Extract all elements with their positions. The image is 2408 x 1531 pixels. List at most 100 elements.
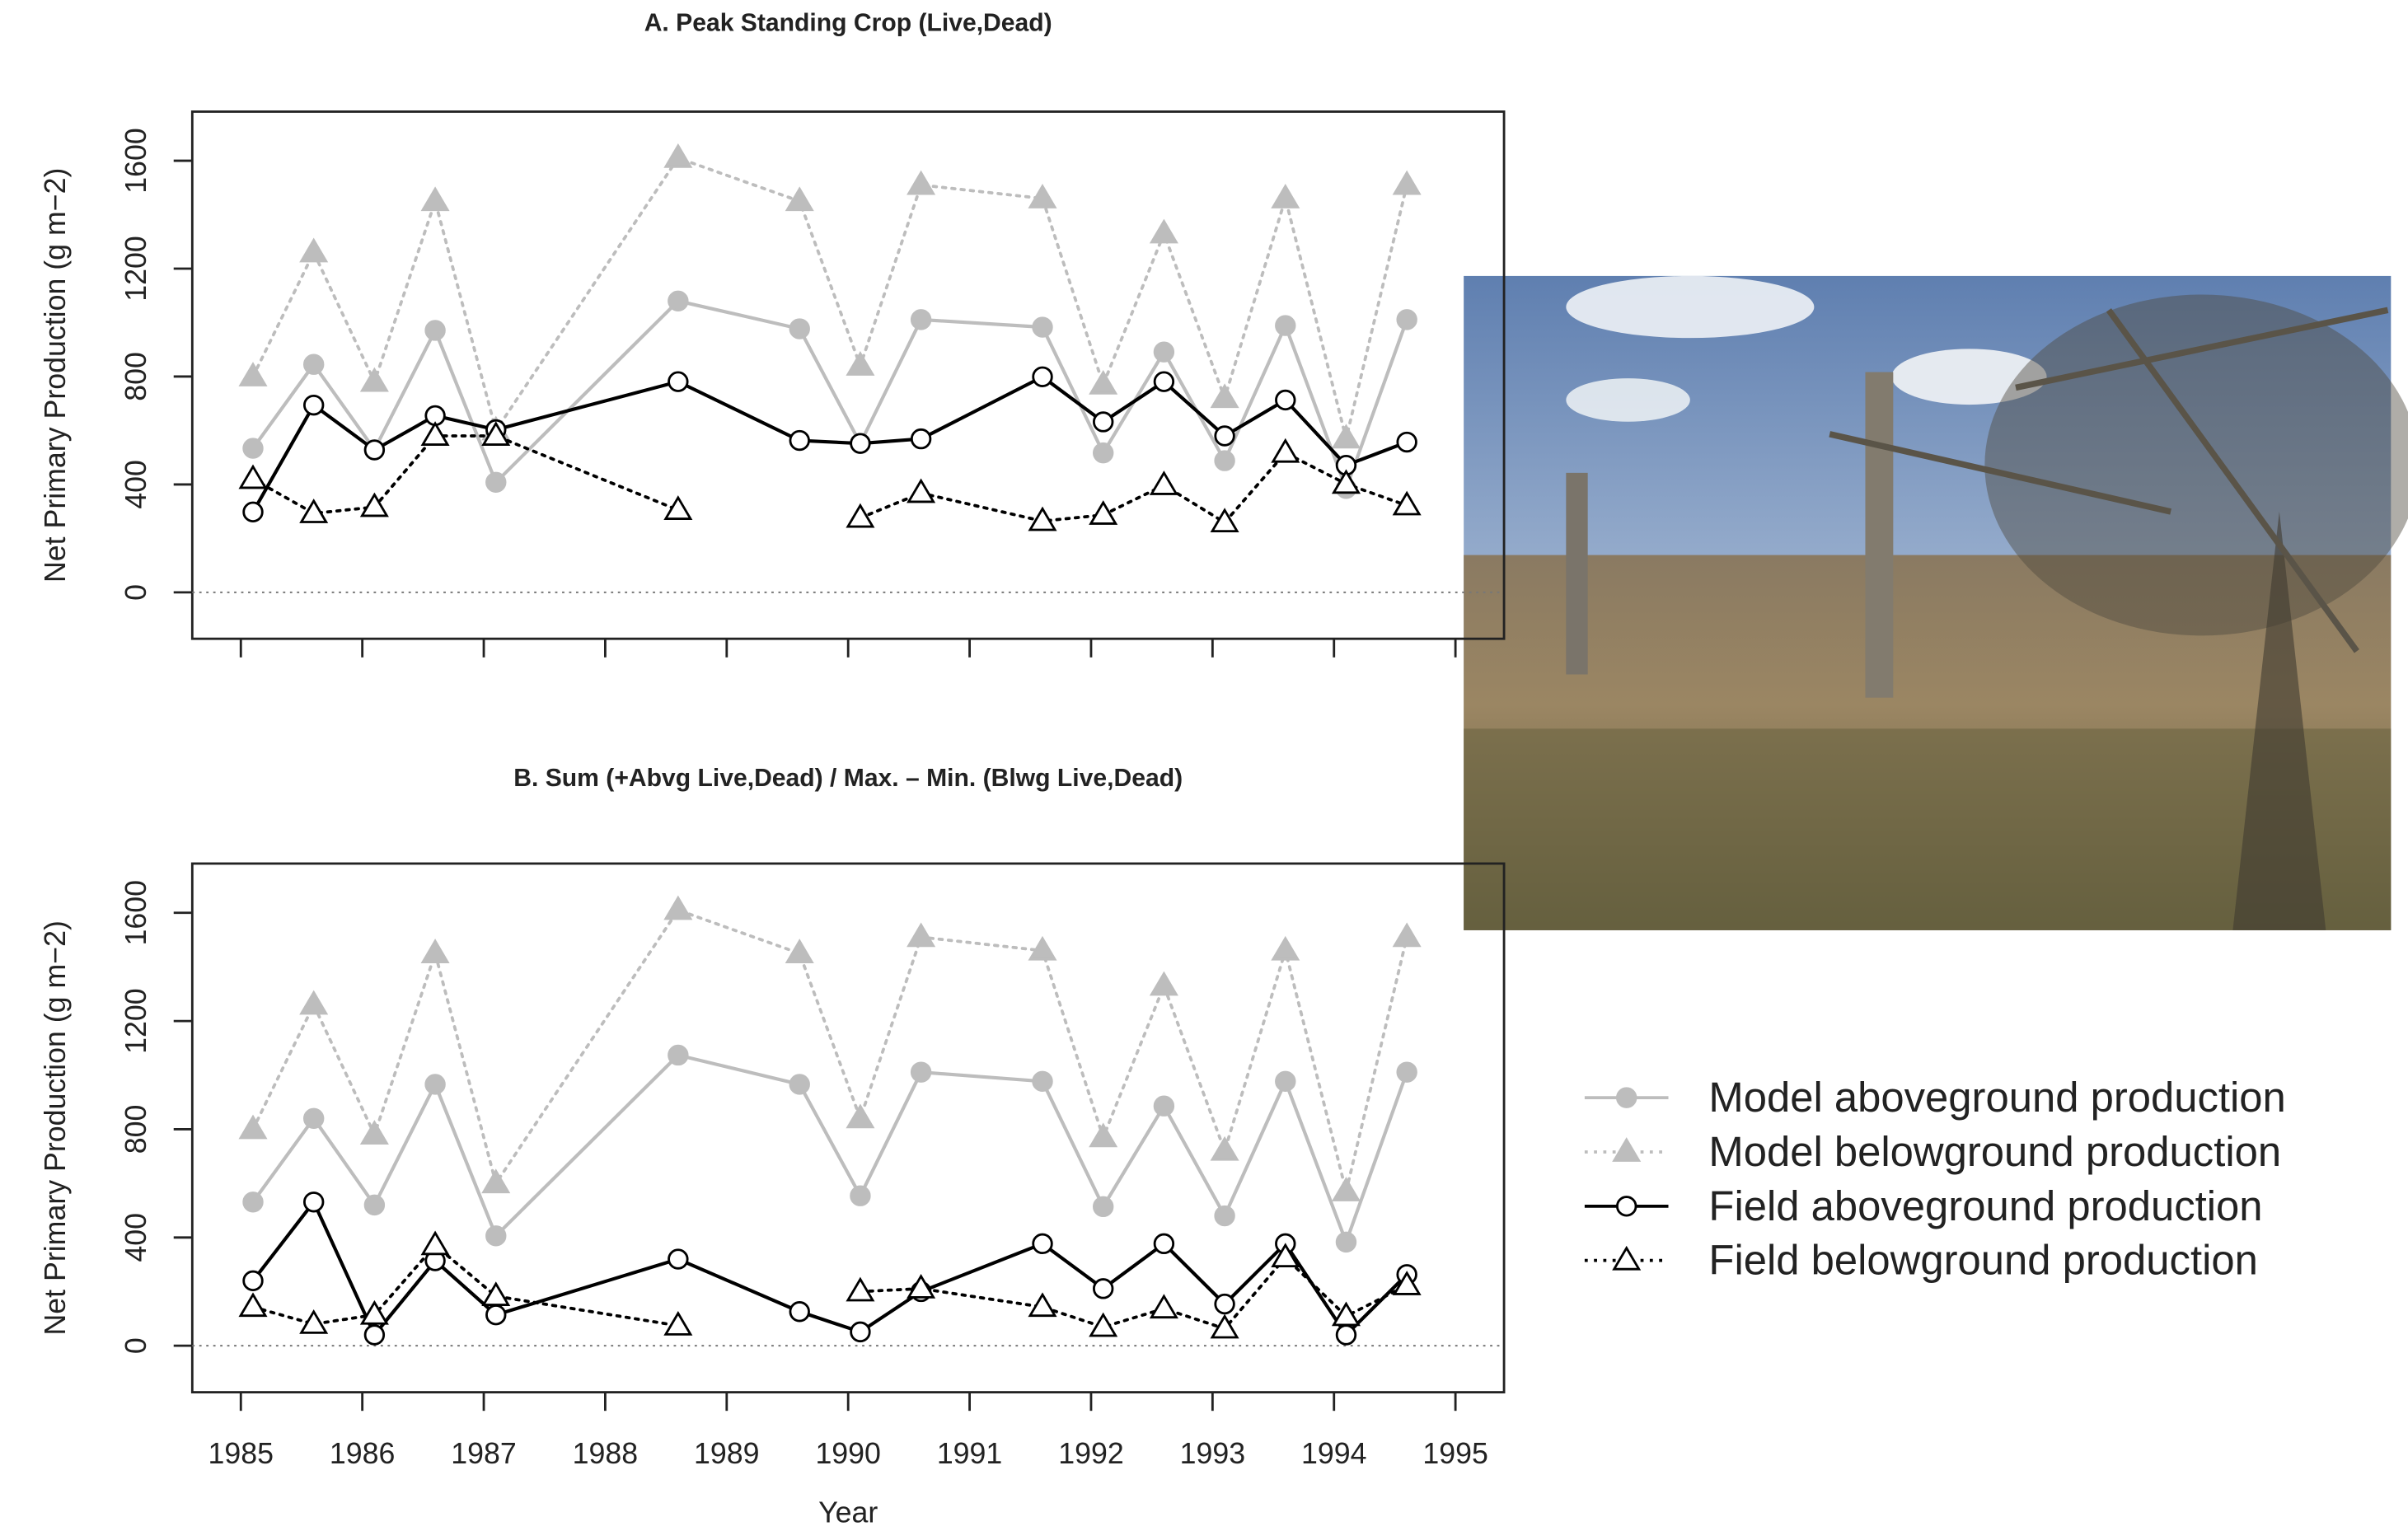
x-tick-label: 1985 <box>208 1437 274 1470</box>
legend-marker <box>1614 1248 1639 1270</box>
marker <box>669 372 688 391</box>
marker <box>302 1312 326 1333</box>
legend-label: Model aboveground production <box>1708 1074 2285 1121</box>
marker <box>1155 343 1174 362</box>
marker <box>666 146 691 167</box>
marker <box>426 1075 445 1094</box>
marker <box>1394 925 1419 946</box>
x-tick-label: 1986 <box>330 1437 396 1470</box>
marker <box>1091 503 1116 524</box>
marker <box>304 1109 323 1128</box>
marker <box>790 1302 809 1321</box>
marker <box>787 941 812 962</box>
marker <box>911 429 930 448</box>
marker <box>1337 1326 1356 1345</box>
marker <box>1394 172 1419 194</box>
chart-title: B. Sum (+Abvg Live,Dead) / Max. – Min. (… <box>513 765 1183 792</box>
y-tick-label: 400 <box>119 1213 152 1262</box>
marker <box>1151 473 1176 494</box>
y-axis-label: Net Primary Production (g m−2) <box>39 920 72 1335</box>
marker <box>1091 1314 1116 1336</box>
marker <box>244 1271 263 1290</box>
marker <box>909 925 934 946</box>
marker <box>1030 186 1055 208</box>
marker <box>1333 426 1358 447</box>
marker <box>241 466 265 488</box>
marker <box>851 1323 870 1341</box>
marker <box>669 1250 688 1269</box>
legend-label: Field belowground production <box>1708 1237 2257 1284</box>
marker <box>1094 443 1113 462</box>
marker <box>1151 1296 1176 1318</box>
marker <box>241 364 265 386</box>
marker <box>362 1122 386 1144</box>
marker <box>1273 441 1298 462</box>
marker <box>848 353 873 375</box>
marker <box>304 396 323 414</box>
marker <box>1276 391 1295 410</box>
marker <box>304 355 323 374</box>
marker <box>1033 1234 1052 1253</box>
page: {"chart_data": [ {"type": "line", "title… <box>0 0 2408 1531</box>
marker <box>241 1295 265 1316</box>
marker <box>1155 1097 1174 1116</box>
marker <box>1276 1072 1295 1091</box>
marker <box>484 1171 508 1192</box>
y-tick-label: 0 <box>119 584 152 601</box>
y-tick-label: 1600 <box>119 128 152 194</box>
marker <box>851 1187 870 1206</box>
legend-marker <box>1617 1089 1636 1107</box>
marker <box>304 1192 323 1211</box>
marker <box>1033 1072 1052 1091</box>
marker <box>1337 1233 1356 1252</box>
y-axis-label: Net Primary Production (g m−2) <box>39 168 72 583</box>
marker <box>790 431 809 450</box>
marker <box>909 480 934 502</box>
marker <box>1033 318 1052 337</box>
series-line <box>253 436 1407 522</box>
y-tick-label: 1200 <box>119 988 152 1053</box>
photo <box>1464 276 2408 930</box>
marker <box>1273 939 1298 960</box>
y-tick-label: 1600 <box>119 880 152 946</box>
marker <box>1151 221 1176 242</box>
marker <box>669 292 688 311</box>
marker <box>790 1075 809 1094</box>
y-tick-label: 800 <box>119 352 152 401</box>
marker <box>1276 316 1295 335</box>
marker <box>1155 1234 1174 1253</box>
marker <box>851 434 870 453</box>
marker <box>423 941 447 962</box>
marker <box>1212 386 1237 407</box>
x-tick-label: 1994 <box>1301 1437 1367 1470</box>
marker <box>666 498 691 519</box>
marker <box>484 1284 508 1305</box>
marker <box>302 992 326 1014</box>
marker <box>790 320 809 339</box>
x-axis-label: Year <box>818 1496 878 1529</box>
marker <box>426 321 445 340</box>
y-tick-label: 0 <box>119 1337 152 1354</box>
marker <box>1216 1206 1234 1225</box>
marker <box>486 1227 505 1246</box>
marker <box>244 503 263 522</box>
panel: A. Peak Standing Crop (Live,Dead)Net Pri… <box>39 10 1504 658</box>
marker <box>1030 1295 1055 1316</box>
y-tick-label: 800 <box>119 1105 152 1154</box>
marker <box>1094 1197 1113 1216</box>
marker <box>486 1305 505 1324</box>
legend-label: Field aboveground production <box>1708 1182 2262 1229</box>
x-tick-label: 1995 <box>1422 1437 1488 1470</box>
x-tick-label: 1988 <box>573 1437 638 1470</box>
series-line <box>253 1202 1407 1335</box>
marker <box>1094 413 1113 432</box>
marker <box>1398 433 1417 452</box>
x-tick-label: 1993 <box>1180 1437 1246 1470</box>
marker <box>666 897 691 919</box>
marker <box>1155 372 1174 391</box>
marker <box>911 311 930 330</box>
marker <box>1273 186 1298 208</box>
marker <box>1033 368 1052 386</box>
marker <box>423 189 447 210</box>
